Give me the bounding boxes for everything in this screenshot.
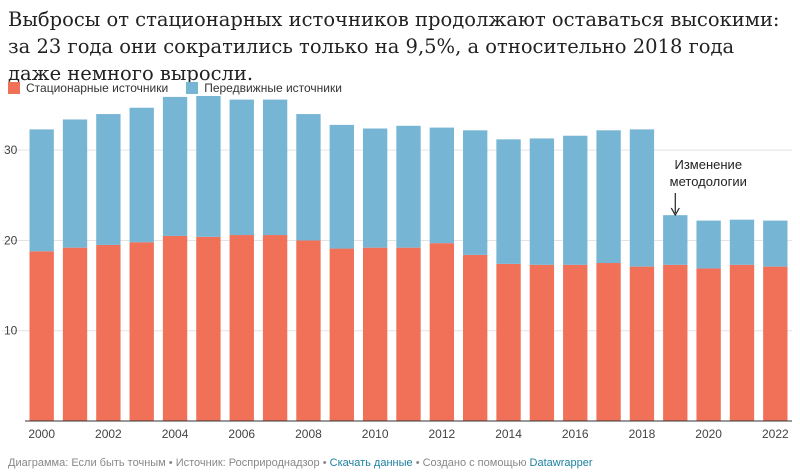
bar-segment-mobile — [296, 114, 321, 241]
bar-segment-mobile — [129, 107, 154, 243]
bar-segment-stationary — [229, 235, 254, 421]
legend-label-mobile: Передвижные источники — [204, 81, 342, 95]
chart-title: Выбросы от стационарных источников продо… — [8, 8, 780, 85]
annotation: Изменение методологии — [670, 157, 747, 217]
datawrapper-link[interactable]: Datawrapper — [529, 457, 593, 469]
bar-segment-mobile — [396, 125, 421, 248]
bar-segment-stationary — [463, 254, 488, 421]
legend-item-mobile: Передвижные источники — [186, 81, 342, 95]
annotation-line-2: методологии — [670, 174, 747, 189]
x-tick-label: 2012 — [428, 427, 455, 441]
footer-created-with: • Создано с помощью — [412, 457, 530, 469]
bar-segment-mobile — [62, 119, 88, 248]
bar-segment-stationary — [162, 235, 188, 421]
down-arrow-icon — [670, 193, 680, 217]
bar-segment-stationary — [529, 264, 555, 421]
bar-segment-mobile — [596, 130, 621, 264]
bar-segment-stationary — [629, 266, 655, 422]
x-tick-label: 2010 — [362, 427, 389, 441]
bar-segment-stationary — [763, 266, 788, 422]
bar-segment-stationary — [396, 247, 421, 421]
annotation-line-1: Изменение — [675, 157, 743, 172]
bar-segment-stationary — [429, 243, 455, 421]
bar-segment-stationary — [596, 263, 621, 421]
bars — [29, 96, 788, 422]
bar-segment-mobile — [362, 128, 388, 248]
bar-segment-mobile — [629, 129, 655, 267]
bar-segment-mobile — [463, 130, 488, 255]
bar-segment-mobile — [229, 99, 254, 236]
axes: 2000 2002 2004 2006 2008 2010 2012 2014 2016 2018… — [25, 420, 792, 441]
bar-segment-mobile — [696, 220, 721, 269]
bar-segment-stationary — [296, 240, 321, 421]
x-tick-label: 2022 — [762, 427, 789, 441]
legend-swatch-stationary — [8, 82, 20, 94]
bar-segment-mobile — [196, 96, 221, 237]
bar-segment-stationary — [262, 235, 288, 421]
bar-segment-mobile — [29, 129, 54, 252]
footer-source: Диаграмма: Если быть точным • Источник: … — [8, 457, 330, 469]
bar-segment-stationary — [663, 264, 688, 421]
bar-segment-mobile — [329, 124, 354, 249]
y-tick-label: 30 — [4, 143, 18, 157]
legend-item-stationary: Стационарные источники — [8, 81, 168, 95]
bar-segment-mobile — [262, 99, 288, 236]
bar-segment-mobile — [663, 215, 688, 265]
bar-segment-stationary — [729, 264, 755, 421]
y-tick-label: 10 — [4, 324, 18, 338]
footer: Диаграмма: Если быть точным • Источник: … — [8, 457, 593, 469]
bar-segment-stationary — [329, 248, 354, 421]
x-tick-label: 2014 — [495, 427, 522, 441]
bar-segment-mobile — [729, 219, 755, 265]
x-tick-label: 2000 — [28, 427, 55, 441]
y-tick-label: 20 — [4, 233, 18, 247]
bar-segment-mobile — [496, 139, 521, 264]
bar-segment-stationary — [362, 247, 388, 421]
bar-segment-stationary — [129, 242, 154, 421]
x-tick-label: 2016 — [562, 427, 589, 441]
bar-segment-stationary — [563, 264, 588, 421]
bar-segment-mobile — [162, 96, 188, 236]
bar-segment-mobile — [529, 138, 555, 265]
legend-swatch-mobile — [186, 82, 199, 94]
x-tick-label: 2006 — [228, 427, 255, 441]
x-tick-label: 2018 — [629, 427, 656, 441]
x-tick-label: 2008 — [295, 427, 322, 441]
bar-segment-stationary — [96, 244, 121, 421]
x-tick-label: 2020 — [695, 427, 722, 441]
bar-segment-mobile — [763, 220, 788, 267]
bar-segment-stationary — [196, 236, 221, 421]
bar-segment-mobile — [429, 127, 455, 244]
bar-segment-mobile — [96, 114, 121, 245]
download-data-link[interactable]: Скачать данные — [329, 457, 413, 469]
bar-segment-mobile — [563, 135, 588, 265]
legend: Стационарные источники Передвижные источ… — [8, 81, 342, 95]
bar-segment-stationary — [29, 251, 54, 421]
x-tick-label: 2004 — [162, 427, 189, 441]
legend-label-stationary: Стационарные источники — [26, 81, 169, 95]
bar-segment-stationary — [62, 247, 88, 421]
bar-segment-stationary — [496, 263, 521, 421]
bar-segment-stationary — [696, 268, 721, 421]
x-tick-label: 2002 — [95, 427, 122, 441]
